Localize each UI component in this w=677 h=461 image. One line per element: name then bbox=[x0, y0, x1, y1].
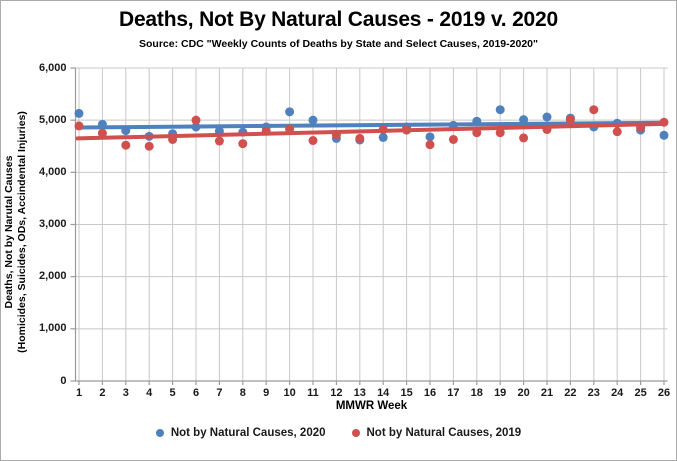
x-tick-label: 21 bbox=[540, 387, 554, 399]
y-tick-label: 0 bbox=[60, 374, 67, 387]
x-tick-label: 20 bbox=[517, 387, 530, 399]
y-tick-label: 4,000 bbox=[38, 165, 67, 178]
legend-item-2019: Not by Natural Causes, 2019 bbox=[351, 427, 522, 439]
x-tick-label: 14 bbox=[377, 387, 390, 399]
data-point-series-1 bbox=[121, 140, 131, 150]
data-point-series-1 bbox=[589, 105, 599, 115]
data-point-series-1 bbox=[191, 115, 201, 125]
y-axis-title-line1: Deaths, Not by Narutal Causes bbox=[3, 155, 15, 309]
data-point-series-1 bbox=[97, 128, 107, 138]
data-point-series-0 bbox=[659, 130, 669, 140]
data-point-series-0 bbox=[495, 105, 505, 115]
legend: Not by Natural Causes, 2020 Not by Natur… bbox=[1, 427, 676, 439]
data-point-series-1 bbox=[519, 133, 529, 143]
trendline-series-1 bbox=[75, 121, 668, 141]
data-point-series-0 bbox=[425, 132, 435, 142]
data-point-series-1 bbox=[144, 141, 154, 151]
data-point-series-1 bbox=[565, 115, 575, 125]
x-tick-label: 11 bbox=[307, 387, 319, 399]
data-point-series-1 bbox=[448, 134, 458, 144]
legend-item-2020: Not by Natural Causes, 2020 bbox=[155, 427, 326, 439]
x-tick-label: 4 bbox=[146, 387, 153, 399]
x-tick-label: 19 bbox=[494, 387, 507, 399]
chart-title: Deaths, Not By Natural Causes - 2019 v. … bbox=[118, 8, 558, 31]
legend-label-2020: Not by Natural Causes, 2020 bbox=[170, 427, 326, 439]
x-tick-label: 10 bbox=[283, 387, 296, 399]
x-tick-label: 13 bbox=[353, 387, 366, 399]
y-axis-title: Deaths, Not by Narutal Causes (Homicides… bbox=[3, 12, 33, 452]
data-point-series-1 bbox=[612, 127, 622, 137]
x-tick-label: 8 bbox=[239, 387, 246, 399]
data-point-series-1 bbox=[495, 128, 505, 138]
y-tick-label: 5,000 bbox=[38, 113, 67, 126]
x-tick-label: 16 bbox=[423, 387, 437, 399]
y-axis-title-line2: (Homicides, Suicides, ODs, Accindental I… bbox=[16, 111, 28, 353]
data-point-series-1 bbox=[238, 139, 248, 149]
data-point-series-0 bbox=[378, 132, 388, 142]
x-tick-label: 7 bbox=[216, 387, 223, 399]
y-tick-label: 6,000 bbox=[38, 61, 67, 74]
legend-marker-2020-icon bbox=[155, 429, 164, 437]
x-axis-title: MMWR Week bbox=[335, 400, 408, 412]
x-tick-label: 3 bbox=[122, 387, 129, 399]
data-point-series-0 bbox=[542, 112, 552, 122]
data-point-series-1 bbox=[74, 121, 84, 131]
x-tick-label: 9 bbox=[263, 387, 270, 399]
data-point-series-1 bbox=[308, 136, 318, 146]
legend-marker-2019-icon bbox=[351, 429, 360, 437]
x-tick-label: 15 bbox=[400, 387, 413, 399]
x-tick-label: 6 bbox=[192, 387, 200, 399]
x-tick-label: 22 bbox=[564, 387, 577, 399]
data-point-series-0 bbox=[74, 108, 84, 118]
data-point-series-0 bbox=[285, 107, 295, 117]
x-tick-label: 17 bbox=[447, 387, 460, 399]
x-tick-label: 12 bbox=[330, 387, 343, 399]
y-tick-label: 2,000 bbox=[38, 270, 67, 283]
y-tick-label: 3,000 bbox=[38, 218, 67, 230]
x-tick-label: 5 bbox=[169, 387, 176, 399]
x-tick-label: 26 bbox=[657, 387, 671, 399]
x-tick-label: 2 bbox=[99, 387, 106, 399]
trendline-series-0 bbox=[75, 120, 668, 130]
data-point-series-1 bbox=[355, 133, 365, 143]
x-tick-label: 1 bbox=[75, 387, 83, 399]
data-point-series-1 bbox=[214, 136, 224, 146]
data-point-series-1 bbox=[425, 140, 435, 150]
data-point-series-0 bbox=[308, 115, 318, 125]
y-tick-label: 1,000 bbox=[38, 322, 67, 335]
x-tick-label: 25 bbox=[634, 387, 647, 399]
legend-label-2019: Not by Natural Causes, 2019 bbox=[366, 427, 522, 439]
x-tick-label: 18 bbox=[470, 387, 483, 399]
chart-subtitle: Source: CDC "Weekly Counts of Deaths by … bbox=[139, 38, 538, 50]
x-tick-label: 23 bbox=[587, 387, 600, 399]
x-tick-label: 24 bbox=[611, 387, 624, 399]
